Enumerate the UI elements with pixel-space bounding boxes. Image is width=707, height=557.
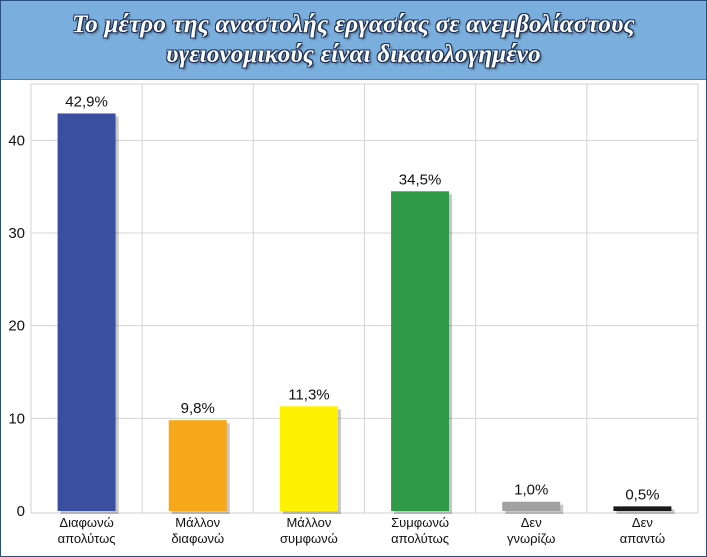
y-tick-label: 20 <box>8 318 25 335</box>
title-banner: Το μέτρο της αναστολής εργασίας σε ανεμβ… <box>1 1 706 80</box>
x-tick-label: Δεν <box>521 515 542 530</box>
x-tick-label: διαφωνώ <box>171 531 224 546</box>
y-tick-label: 10 <box>8 410 25 427</box>
chart-title-line-2: υγειονομικούς είναι δικαιολογημένο <box>166 41 541 68</box>
bar <box>613 506 672 511</box>
data-label: 1,0% <box>514 482 548 499</box>
data-label: 0,5% <box>625 486 659 503</box>
x-tick-label: απολύτως <box>58 531 116 546</box>
x-tick-label: Μάλλον <box>175 515 220 530</box>
data-label: 42,9% <box>65 93 108 110</box>
bar-shadow <box>616 509 675 514</box>
y-tick-label: 30 <box>8 225 25 242</box>
x-tick-label: Μάλλον <box>286 515 331 530</box>
bar <box>391 191 450 512</box>
data-label: 34,5% <box>399 171 442 188</box>
bar-chart: 01020304042,9%Διαφωνώαπολύτως9,8%Μάλλονδ… <box>8 83 699 546</box>
x-tick-label: απαντώ <box>620 531 665 546</box>
data-label: 11,3% <box>288 386 329 403</box>
x-tick-label: συμφωνώ <box>280 531 338 546</box>
x-tick-label: Δεν <box>632 515 653 530</box>
x-tick-label: απολύτως <box>391 531 449 546</box>
y-tick-label: 40 <box>8 132 25 149</box>
bar <box>57 113 116 512</box>
x-tick-label: Συμφωνώ <box>391 515 449 530</box>
bar <box>502 501 561 511</box>
bar <box>168 420 227 511</box>
x-tick-label: γνωρίζω <box>507 531 555 546</box>
y-tick-label: 0 <box>17 503 25 520</box>
chart-title-line-1: Το μέτρο της αναστολής εργασίας σε ανεμβ… <box>72 11 635 38</box>
bar <box>279 406 338 511</box>
data-label: 9,8% <box>181 400 215 417</box>
x-tick-label: Διαφωνώ <box>59 515 113 530</box>
